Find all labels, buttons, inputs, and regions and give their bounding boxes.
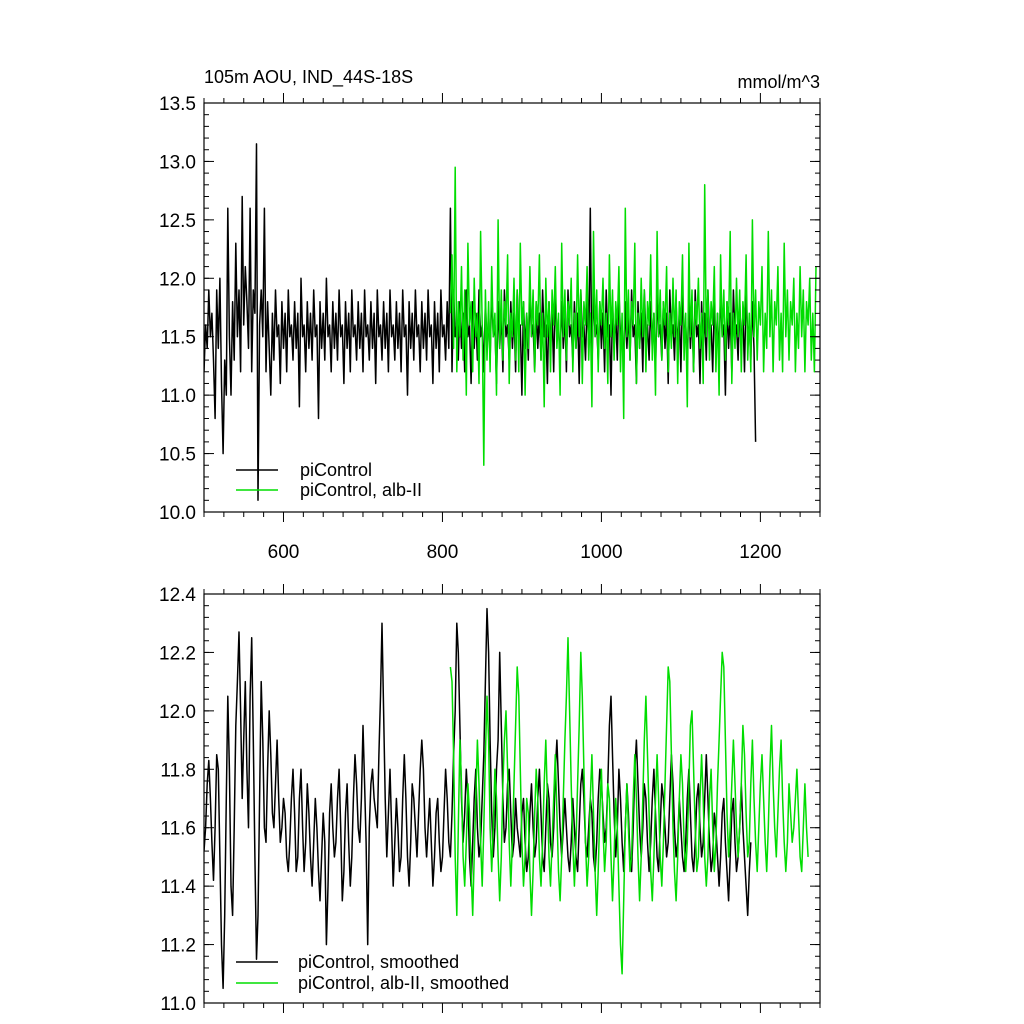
plot-frame — [203, 102, 821, 513]
x-tick-label: 1000 — [580, 542, 622, 563]
x-tick-label: 1200 — [739, 542, 781, 563]
x-tick-label: 600 — [268, 542, 300, 563]
plot-frame — [203, 593, 821, 1004]
legend-label: piControl, alb-II — [300, 480, 422, 500]
y-tick-label: 12.4 — [159, 585, 196, 606]
series-line-1 — [449, 637, 809, 975]
top-panel: 10.0 10.5 11.0 11.5 12.0 12.5 13.0 13.5 600 800 10… — [159, 67, 821, 563]
legend-label: piControl, alb-II, smoothed — [298, 973, 509, 993]
bottom-panel: 11.0 11.2 11.4 11.6 11.8 12.0 12.2 12.4 piContro… — [159, 584, 821, 1015]
y-tick-label: 13.5 — [159, 94, 196, 115]
y-tick-label: 11.0 — [160, 386, 196, 407]
y-tick-label: 12.0 — [159, 702, 196, 723]
y-tick-label: 13.0 — [159, 152, 196, 173]
y-tick-label: 10.5 — [159, 445, 196, 466]
legend-label: piControl, smoothed — [298, 952, 459, 972]
y-tick-label: 11.6 — [160, 819, 196, 840]
units-label: mmol/m^3 — [738, 72, 820, 92]
y-tick-label: 11.8 — [160, 760, 196, 781]
y-tick-label: 12.0 — [159, 269, 196, 290]
series-line-1 — [449, 166, 817, 467]
y-tick-label: 12.5 — [159, 211, 196, 232]
y-tick-label: 11.2 — [160, 936, 196, 957]
y-tick-label: 11.0 — [160, 994, 196, 1015]
x-tick-label: 800 — [427, 542, 459, 563]
legend-label: piControl — [300, 460, 372, 480]
y-tick-label: 10.0 — [159, 503, 196, 524]
y-tick-label: 11.5 — [160, 328, 196, 349]
y-tick-label: 12.2 — [159, 643, 196, 664]
series-line-0 — [204, 607, 752, 990]
y-tick-label: 11.4 — [160, 877, 196, 898]
chart-title: 105m AOU, IND_44S-18S — [204, 67, 413, 88]
